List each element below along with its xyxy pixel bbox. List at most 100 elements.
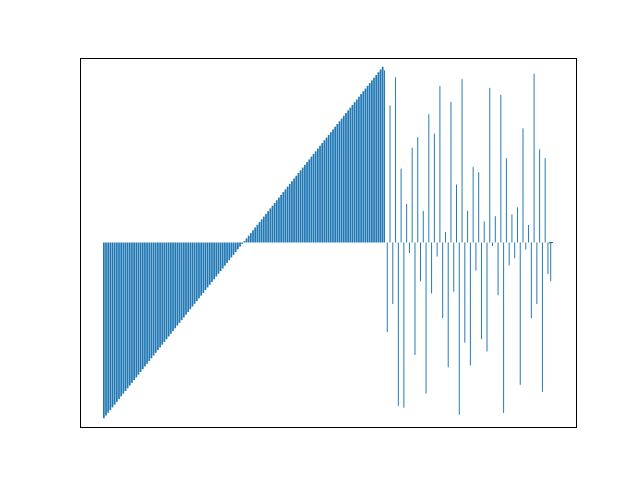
bar [301,167,304,243]
bar [273,203,276,243]
bar [539,149,541,243]
bar [150,242,153,359]
bar [241,242,244,244]
bar [243,241,246,243]
bar [131,242,133,383]
bar [340,118,343,243]
bar [314,151,317,243]
bar [442,242,444,319]
bar [278,197,280,243]
bar [469,242,471,366]
bar [213,242,215,280]
bar [269,208,272,243]
bar-tail [549,242,553,244]
bar [165,242,168,340]
bar [447,242,449,368]
bar [483,221,485,243]
bar [275,200,278,243]
bar [508,242,510,266]
bar [288,183,291,243]
bar [420,242,421,282]
bar [536,242,538,304]
bar [323,140,326,243]
bar [206,242,209,288]
bar [262,216,265,243]
bar [245,238,248,243]
bar [219,242,222,272]
bar [141,242,144,370]
bar [265,213,267,243]
bar [334,126,337,243]
bar [345,113,347,243]
bar [295,175,298,243]
bar [126,242,129,389]
bar [489,87,491,243]
bar [176,242,179,326]
bar [347,110,349,243]
bar [256,224,259,243]
bar [408,242,410,254]
bar [406,203,408,243]
bar [111,242,114,408]
bar [336,124,339,243]
bar [525,242,527,250]
bar [392,242,394,304]
bar [472,166,474,243]
bar [377,72,380,243]
bar [492,242,494,247]
bar [239,242,241,247]
bar [185,242,187,315]
bar [371,80,373,243]
bar [321,143,324,243]
bar [516,207,518,243]
bar [351,104,354,243]
bar [425,242,427,394]
bar [362,91,365,243]
bar [280,194,282,243]
bar [113,242,116,405]
bar [247,235,250,243]
bar [349,107,352,243]
bar [232,242,235,255]
bar [310,156,313,243]
bar [107,242,110,413]
bar [167,242,170,337]
bar [375,74,378,243]
bar [211,242,213,282]
bar [519,242,521,385]
bar [178,242,181,323]
bar [450,101,452,243]
bar [494,216,496,243]
bar [417,137,419,243]
bar [193,242,196,304]
bar [400,168,402,243]
bar [139,242,142,372]
bar [291,181,293,243]
bar [120,242,123,397]
bar [514,242,516,259]
bar [355,99,358,243]
bar [397,242,399,406]
bar [204,242,207,291]
bar [439,86,441,243]
bar [458,242,460,415]
bar [189,242,192,310]
bar [422,210,424,243]
bar [182,242,185,318]
bar [146,242,148,364]
bar [428,114,430,243]
bar [161,242,164,345]
bar [373,77,375,243]
bar [308,159,311,243]
bar [180,242,183,321]
bar [306,162,308,243]
bar [234,242,237,253]
bar [304,164,306,243]
bar [403,242,405,408]
bar [260,219,263,243]
bar [224,242,226,266]
bar [533,73,535,243]
bar [172,242,174,332]
bar [103,242,105,419]
bar [475,242,477,271]
